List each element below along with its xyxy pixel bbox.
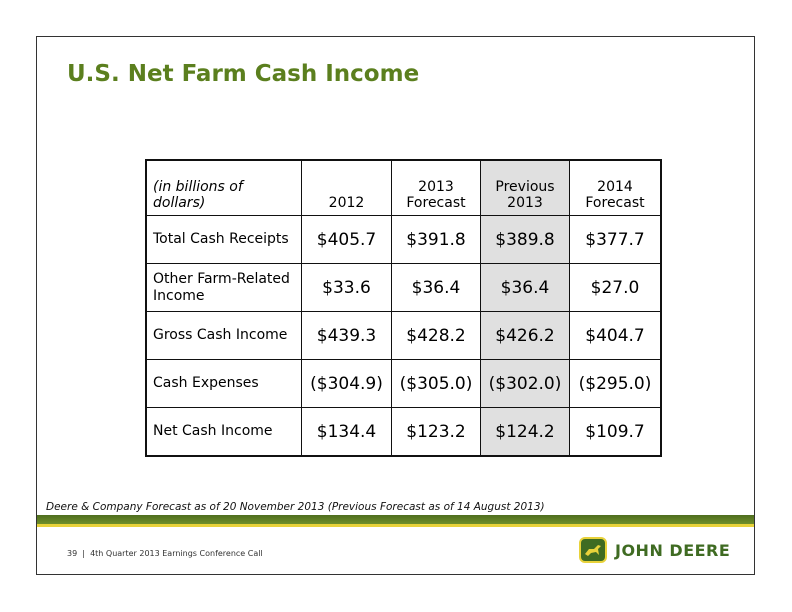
cell: $404.7 [569,311,662,360]
header-row: (in billions of dollars) 2012 2013 Forecas… [145,159,662,216]
table-row: Net Cash Income $134.4 $123.2 $124.2 $109.7 [145,407,662,457]
cell: ($295.0) [569,359,662,408]
column-header: (in billions of dollars) [145,159,302,216]
cell: $36.4 [391,263,481,312]
cell: $134.4 [301,407,392,457]
logo: JOHN DEERE [579,537,730,563]
column-header: 2014 Forecast [569,159,662,216]
cell: $109.7 [569,407,662,457]
cell: ($304.9) [301,359,392,408]
cell: $391.8 [391,215,481,264]
cell: $428.2 [391,311,481,360]
data-table: (in billions of dollars) 2012 2013 Forecas… [145,159,662,457]
cell: $405.7 [301,215,392,264]
column-header: Previous 2013 [480,159,570,216]
cell: $123.2 [391,407,481,457]
row-label: Total Cash Receipts [145,215,302,264]
logo-mark [579,537,607,563]
row-label: Cash Expenses [145,359,302,408]
footer-text: 39 | 4th Quarter 2013 Earnings Conferenc… [67,549,263,558]
slide: U.S. Net Farm Cash Income (in billions o… [36,36,755,575]
table-row: Gross Cash Income $439.3 $428.2 $426.2 $404.… [145,311,662,360]
cell: ($305.0) [391,359,481,408]
cell: ($302.0) [480,359,570,408]
column-header: 2012 [301,159,392,216]
cell: $36.4 [480,263,570,312]
logo-text: JOHN DEERE [615,540,731,560]
footer-stripe [37,524,754,527]
footer-band [37,515,754,524]
footnote: Deere & Company Forecast as of 20 Novemb… [46,501,545,513]
cell: $389.8 [480,215,570,264]
cell: $377.7 [569,215,662,264]
row-label: Other Farm-Related Income [145,263,302,312]
row-label: Gross Cash Income [145,311,302,360]
cell: $426.2 [480,311,570,360]
page-number: 39 [67,549,78,558]
cell: $27.0 [569,263,662,312]
table-row: Other Farm-Related Income $33.6 $36.4 $36.4… [145,263,662,312]
footer-caption: 4th Quarter 2013 Earnings Conference Cal… [90,549,263,558]
cell: $439.3 [301,311,392,360]
table-row: Total Cash Receipts $405.7 $391.8 $389.8 $37… [145,215,662,264]
row-label: Net Cash Income [145,407,302,457]
slide-title: U.S. Net Farm Cash Income [67,61,420,87]
cell: $124.2 [480,407,570,457]
column-header: 2013 Forecast [391,159,481,216]
cell: $33.6 [301,263,392,312]
table-row: Cash Expenses ($304.9) ($305.0) ($302.0) ($2… [145,359,662,408]
